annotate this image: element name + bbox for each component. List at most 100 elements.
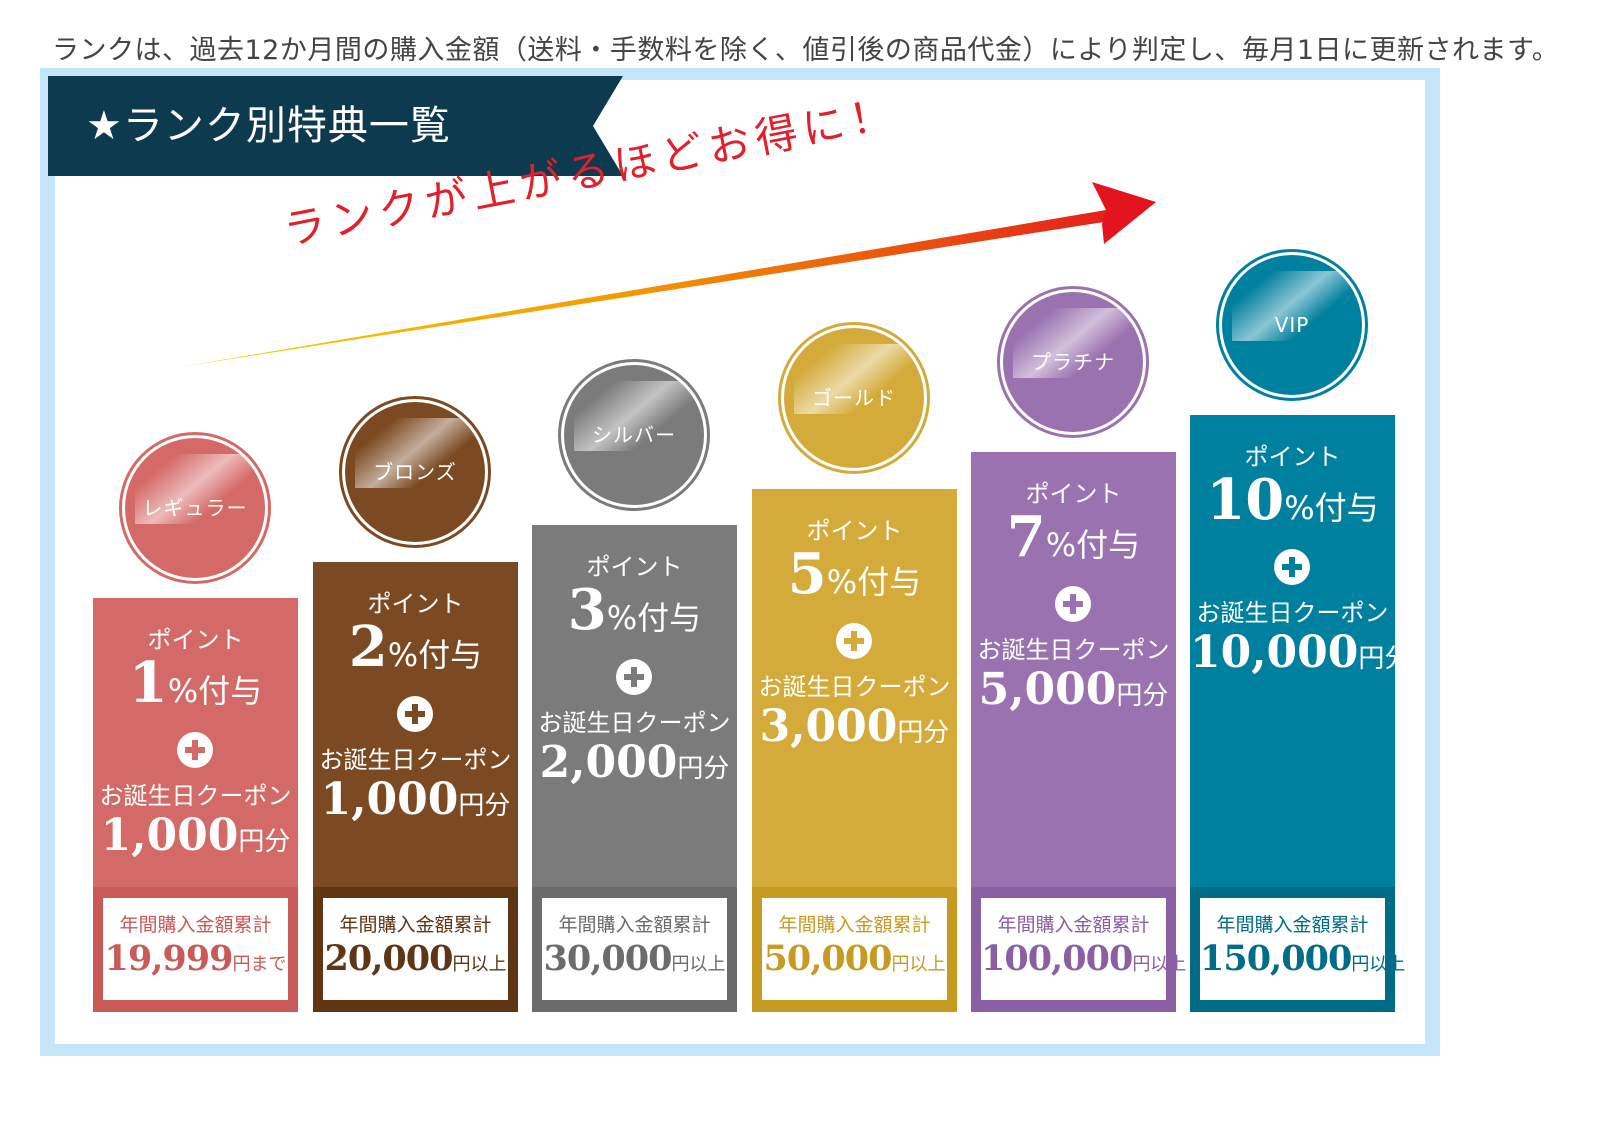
point-label: ポイント [147,626,244,654]
coupon-amount-number: 1,000 [320,774,459,825]
requirement-amount-unit: 円以上 [1351,954,1406,975]
requirement-label: 年間購入金額累計 [778,914,931,936]
coupon-amount-unit: 円分 [238,827,291,857]
plus-icon [1274,549,1310,585]
point-label: ポイント [1244,443,1341,471]
coupon-amount-number: 1,000 [100,810,239,861]
point-rate-number: 1 [128,650,168,716]
point-rate: 7%付与 [971,504,1176,570]
title-banner: ★ランク別特典一覧 [48,76,623,176]
coupon-amount-unit: 円分 [897,718,950,748]
coupon-amount-number: 3,000 [759,701,898,752]
requirement-area: 年間購入金額累計 100,000円以上 [971,887,1186,1012]
requirement-box: 年間購入金額累計 50,000円以上 [762,898,947,1000]
point-rate: 1%付与 [93,650,298,716]
rank-medal-disc: シルバー [564,365,704,505]
rank-column: ポイント 2%付与 お誕生日クーポン 1,000円分 年間購入金額累計 20,000円以上 [313,562,518,1012]
coupon-amount: 1,000円分 [93,810,298,861]
requirement-box: 年間購入金額累計 20,000円以上 [323,898,508,1000]
point-rate-unit: %付与 [606,599,702,637]
coupon-label: お誕生日クーポン [977,636,1170,664]
rank-name: レギュラー [142,496,248,520]
rank-column: ポイント 3%付与 お誕生日クーポン 2,000円分 年間購入金額累計 30,000円以上 [532,525,737,1012]
requirement-amount-unit: 円以上 [671,954,726,975]
rank-medal: プラチナ [997,286,1149,438]
requirement-amount-unit: 円以上 [452,954,507,975]
requirement-amount: 30,000円以上 [542,938,727,979]
requirement-box: 年間購入金額累計 100,000円以上 [981,898,1186,1000]
point-rate-number: 2 [348,614,388,680]
rank-name: VIP [1274,313,1310,337]
plus-icon [1055,586,1091,622]
coupon-amount-unit: 円分 [458,791,511,821]
requirement-amount-number: 19,999 [104,938,234,979]
plus-icon [177,732,213,768]
requirement-amount: 20,000円以上 [323,938,508,979]
requirement-amount-number: 100,000 [981,938,1133,979]
rank-medal: VIP [1216,249,1368,401]
arrow-head [1092,182,1156,244]
requirement-box: 年間購入金額累計 19,999円まで [103,898,288,1000]
point-label: ポイント [367,590,464,618]
requirement-amount-number: 150,000 [1200,938,1352,979]
rank-medal-disc: レギュラー [125,438,265,578]
requirement-label: 年間購入金額累計 [1216,914,1369,936]
point-rate: 10%付与 [1190,467,1395,533]
requirement-amount: 50,000円以上 [762,938,947,979]
coupon-label: お誕生日クーポン [758,673,951,701]
point-rate-unit: %付与 [167,672,263,710]
coupon-label: お誕生日クーポン [538,709,731,737]
point-rate-number: 5 [787,541,827,607]
rank-medal: レギュラー [119,432,271,584]
rank-medal: ゴールド [778,322,930,474]
point-label: ポイント [806,517,903,545]
medal-shine [355,418,475,488]
coupon-amount-number: 5,000 [978,664,1117,715]
point-rate-unit: %付与 [1284,489,1379,527]
point-rate: 5%付与 [752,541,957,607]
rank-column: ポイント 1%付与お誕生日クーポン 1,000円分年間購入金額累計 19,999円まで [93,598,298,1012]
requirement-amount-number: 20,000 [324,938,454,979]
plus-icon [836,623,872,659]
banner-title: ★ランク別特典一覧 [86,103,451,149]
banner-ribbon [48,76,623,176]
medal-shine [574,381,694,451]
requirement-box: 年間購入金額累計 150,000円以上 [1200,898,1405,1000]
coupon-amount-unit: 円分 [677,754,730,784]
point-rate-number: 10 [1206,467,1285,533]
arrow-shaft [180,210,1106,367]
point-rate: 2%付与 [313,614,518,680]
requirement-area: 年間購入金額累計 150,000円以上 [1190,887,1405,1012]
requirement-amount-number: 30,000 [543,938,673,979]
point-rate: 3%付与 [532,577,737,643]
medal-shine [1013,308,1133,378]
requirement-amount: 19,999円まで [103,938,288,979]
rank-column: ポイント 7%付与お誕生日クーポン 5,000円分年間購入金額累計 100,000円以… [971,452,1186,1012]
coupon-amount: 2,000円分 [532,737,737,788]
coupon-amount-number: 2,000 [539,737,678,788]
rank-column: ポイント 5%付与お誕生日クーポン 3,000円分年間購入金額累計 50,000円以上 [752,489,957,1012]
coupon-amount: 10,000円分 [1190,627,1410,678]
rank-name: プラチナ [1031,350,1115,374]
point-label: ポイント [1025,480,1122,508]
rank-column: ポイント 10%付与 お誕生日クーポン 10,000円分 年間購入金額累計 150,000… [1190,415,1410,1012]
coupon-label: お誕生日クーポン [99,782,292,810]
coupon-amount: 5,000円分 [971,664,1176,715]
plus-icon [397,696,433,732]
medal-shine [135,454,255,524]
point-label: ポイント [586,553,683,581]
rank-name: シルバー [592,423,676,447]
rank-medal: シルバー [558,359,710,511]
plus-icon [616,659,652,695]
requirement-area: 年間購入金額累計 20,000円以上 [313,887,518,1012]
coupon-amount: 3,000円分 [752,701,957,752]
rank-medal: ブロンズ [339,396,491,548]
requirement-amount-unit: 円以上 [891,954,946,975]
rank-name: ブロンズ [373,460,457,484]
coupon-amount-number: 10,000 [1190,627,1359,678]
coupon-amount-unit: 円分 [1116,681,1169,711]
requirement-amount: 150,000円以上 [1200,938,1405,979]
rank-note: ランクは、過去12か月間の購入金額（送料・手数料を除く、値引後の商品代金）により… [52,35,1560,66]
coupon-amount: 1,000円分 [313,774,518,825]
